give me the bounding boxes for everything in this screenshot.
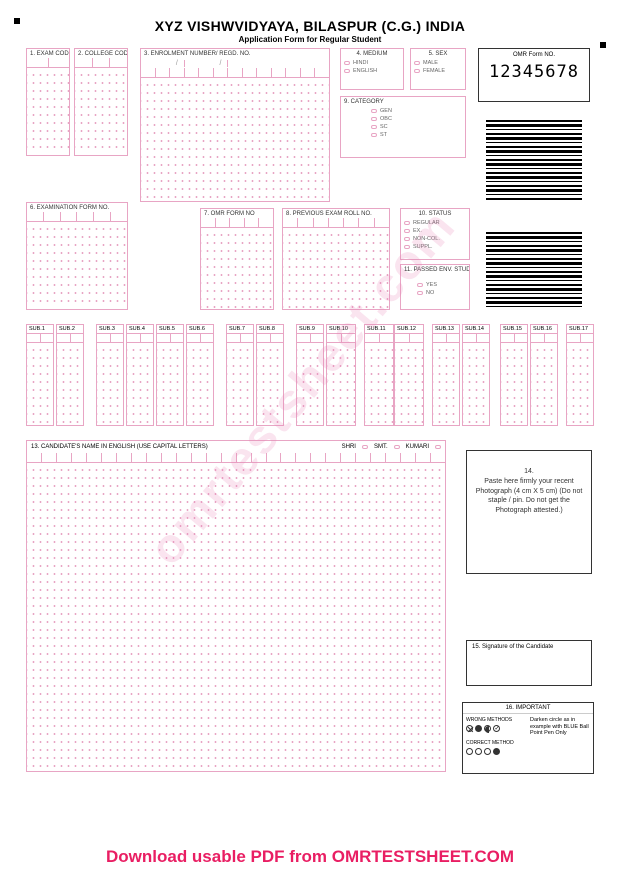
box-title: 4. MEDIUM [341, 49, 403, 58]
status-noncol: NON-COL. [413, 236, 440, 242]
sex-male: MALE [423, 60, 438, 66]
photo-num: 14. [475, 467, 583, 477]
signature-title: 15. Signature of the Candidate [472, 644, 586, 650]
correct-method-label: CORRECT METHOD [466, 740, 526, 746]
university-name: XYZ VISHWVIDYAYA, BILASPUR (C.G.) INDIA [22, 18, 598, 34]
omr-form-title: OMR Form NO. [479, 49, 589, 60]
sub-title: SUB.11 [365, 325, 393, 334]
subject-box-7: SUB.7 [226, 324, 254, 426]
sub-title: SUB.2 [57, 325, 83, 334]
cat-gen: GEN [380, 108, 392, 114]
env-yes: YES [426, 282, 437, 288]
omr-form-box: 7. OMR FORM NO [200, 208, 274, 310]
subject-box-4: SUB.4 [126, 324, 154, 426]
wrong-methods-label: WRONG METHODS [466, 717, 526, 723]
status-suppl: SUPPL. [413, 244, 433, 250]
env-box: 11. PASSED ENV. STUDIES SUBJECT YES NO [400, 264, 470, 310]
sub-title: SUB.5 [157, 325, 183, 334]
form-subtitle: Application Form for Regular Student [22, 35, 598, 44]
sub-title: SUB.15 [501, 325, 527, 334]
candidate-name-box: 13. CANDIDATE'S NAME IN ENGLISH (USE CAP… [26, 440, 446, 772]
sex-box: 5. SEX MALE FEMALE [410, 48, 466, 90]
box-title: 2. COLLEGE CODE [75, 49, 127, 58]
sub-title: SUB.3 [97, 325, 123, 334]
sub-title: SUB.12 [395, 325, 423, 334]
category-box: 9. CATEGORY GEN OBC SC ST [340, 96, 466, 158]
sub-title: SUB.1 [27, 325, 53, 334]
sub-title: SUB.7 [227, 325, 253, 334]
name-title: 13. CANDIDATE'S NAME IN ENGLISH (USE CAP… [31, 444, 208, 450]
barcode-bottom [486, 232, 582, 308]
subject-box-2: SUB.2 [56, 324, 84, 426]
name-kumari: KUMARI [406, 444, 429, 450]
box-title: 3. ENROLMENT NUMBER/ REGD. NO. [141, 49, 329, 58]
sub-title: SUB.17 [567, 325, 593, 334]
sub-title: SUB.4 [127, 325, 153, 334]
subject-box-3: SUB.3 [96, 324, 124, 426]
photo-box: 14. Paste here firmly your recent Photog… [466, 450, 592, 574]
exam-code-box: 1. EXAM CODE [26, 48, 70, 156]
alignment-mark [14, 18, 20, 24]
important-text: Darken circle as in example with BLUE Ba… [530, 717, 590, 757]
subject-box-8: SUB.8 [256, 324, 284, 426]
signature-box: 15. Signature of the Candidate [466, 640, 592, 686]
box-title: 11. PASSED ENV. STUDIES SUBJECT [401, 265, 469, 274]
subject-box-12: SUB.12 [394, 324, 424, 426]
box-title: 1. EXAM CODE [27, 49, 69, 58]
status-ex: EX. [413, 228, 422, 234]
subject-box-1: SUB.1 [26, 324, 54, 426]
status-box: 10. STATUS REGULAR EX. NON-COL. SUPPL. [400, 208, 470, 260]
sub-title: SUB.9 [297, 325, 323, 334]
cat-st: ST [380, 132, 387, 138]
important-title: 16. IMPORTANT [463, 703, 593, 714]
box-title: 10. STATUS [401, 209, 469, 218]
exam-form-no-box: 6. EXAMINATION FORM NO. [26, 202, 128, 310]
status-regular: REGULAR [413, 220, 440, 226]
subject-box-5: SUB.5 [156, 324, 184, 426]
prev-exam-box: 8. PREVIOUS EXAM ROLL NO. [282, 208, 390, 310]
name-shri: SHRI [342, 444, 356, 450]
photo-text: Paste here firmly your recent Photograph… [475, 477, 583, 516]
subject-box-14: SUB.14 [462, 324, 490, 426]
medium-english: ENGLISH [353, 68, 377, 74]
sub-title: SUB.8 [257, 325, 283, 334]
box-title: 9. CATEGORY [341, 97, 465, 106]
medium-box: 4. MEDIUM HINDI ENGLISH [340, 48, 404, 90]
subject-box-11: SUB.11 [364, 324, 394, 426]
subject-box-9: SUB.9 [296, 324, 324, 426]
medium-hindi: HINDI [353, 60, 368, 66]
subject-box-16: SUB.16 [530, 324, 558, 426]
enrolment-box: 3. ENROLMENT NUMBER/ REGD. NO. // [140, 48, 330, 202]
sub-title: SUB.6 [187, 325, 213, 334]
barcode-top [486, 120, 582, 200]
omr-form-value: 12345678 [479, 60, 589, 87]
cat-sc: SC [380, 124, 388, 130]
form-header: XYZ VISHWVIDYAYA, BILASPUR (C.G.) INDIA … [22, 18, 598, 44]
omr-form-no-box: OMR Form NO. 12345678 [478, 48, 590, 102]
college-code-box: 2. COLLEGE CODE [74, 48, 128, 156]
subject-box-13: SUB.13 [432, 324, 460, 426]
box-title: 7. OMR FORM NO [201, 209, 273, 218]
subject-box-10: SUB.10 [326, 324, 356, 426]
cat-obc: OBC [380, 116, 392, 122]
important-box: 16. IMPORTANT WRONG METHODS CORRECT METH… [462, 702, 594, 774]
box-title: 8. PREVIOUS EXAM ROLL NO. [283, 209, 389, 218]
sub-title: SUB.14 [463, 325, 489, 334]
box-title: 5. SEX [411, 49, 465, 58]
sex-female: FEMALE [423, 68, 445, 74]
omr-form-page: XYZ VISHWVIDYAYA, BILASPUR (C.G.) INDIA … [0, 0, 620, 44]
env-no: NO [426, 290, 434, 296]
subject-box-15: SUB.15 [500, 324, 528, 426]
alignment-mark [600, 42, 606, 48]
sub-title: SUB.10 [327, 325, 355, 334]
name-smt: SMT. [374, 444, 388, 450]
subject-box-6: SUB.6 [186, 324, 214, 426]
sub-title: SUB.13 [433, 325, 459, 334]
box-title: 6. EXAMINATION FORM NO. [27, 203, 127, 212]
footer-text: Download usable PDF from OMRTESTSHEET.CO… [0, 847, 620, 867]
subject-box-17: SUB.17 [566, 324, 594, 426]
sub-title: SUB.16 [531, 325, 557, 334]
